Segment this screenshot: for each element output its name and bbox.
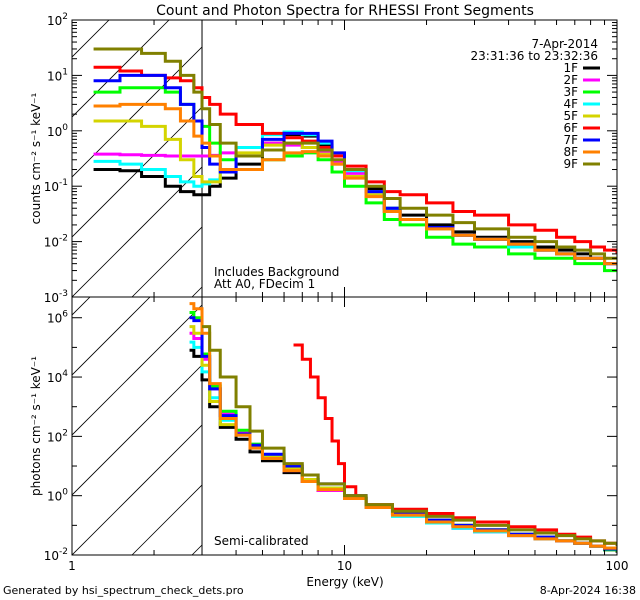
plot-area [0,17,617,297]
legend-label: 7F [563,133,578,147]
series-9F [202,325,617,547]
chart-title: Count and Photon Spectra for RHESSI Fron… [156,3,534,19]
y-tick-label: 102 [47,12,68,28]
y-tick-label: 10-3 [44,289,68,305]
legend-label: 9F [563,157,578,171]
legend-label: 5F [563,109,578,123]
y-tick-label: 101 [47,67,68,83]
hatch-line [72,297,151,376]
photon-spectrum-panel: 10-2 100 102 104 106 photons cm⁻² s⁻¹ keV⁻¹ Se… [0,275,618,563]
y-tick-label: 10-2 [44,234,68,250]
hatch-line [0,17,52,297]
y-tick-label: 100 [47,488,68,504]
y-axis-label: counts cm⁻² s⁻¹ keV⁻¹ [29,92,43,224]
legend-time-range: 23:31:36 to 23:32:36 [471,49,598,63]
y-tick-label: 100 [47,123,68,139]
footer-timestamp: 8-Apr-2024 16:38 [540,584,636,597]
y-tick-label: 10-1 [44,178,68,194]
count-spectrum-panel: 10-3 10-2 10-1 100 101 102 counts cm⁻² s⁻¹ keV… [0,12,618,305]
legend-label: 4F [563,97,578,111]
annotation: Att A0, FDecim 1 [214,277,315,291]
hatch-line [72,20,110,58]
legend-label: 3F [563,85,578,99]
x-tick-label: 1 [68,559,76,573]
hatch-line [72,20,230,178]
legend-label: 8F [563,145,578,159]
annotation: Includes Background [214,265,339,279]
legend-label: 2F [563,73,578,87]
plot-area [0,275,617,555]
legend-label: 6F [563,121,578,135]
hatch-line [0,275,52,555]
legend-date: 7-Apr-2014 [531,37,598,51]
annotation: Semi-calibrated [214,534,309,548]
hatch-line [72,20,170,118]
series-9F [93,47,617,260]
series-8F [93,102,617,266]
x-tick-label: 10 [337,559,352,573]
x-tick-label: 100 [606,559,629,573]
footer-generator: Generated by hsi_spectrum_check_dets.pro [3,584,244,597]
x-axis-label: Energy (keV) [306,575,383,589]
legend-label: 1F [563,61,578,75]
y-tick-label: 102 [47,428,68,444]
y-axis-label: photons cm⁻² s⁻¹ keV⁻¹ [29,356,43,496]
hatch-line [72,297,211,436]
y-tick-label: 106 [47,310,68,326]
y-tick-label: 104 [47,369,68,385]
y-tick-label: 10-2 [44,547,68,563]
legend: 7-Apr-2014 23:31:36 to 23:32:36 1F2F3F4F… [471,37,600,171]
